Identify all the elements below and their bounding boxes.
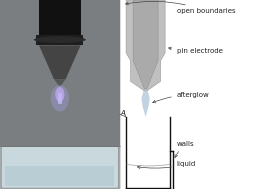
- Text: afterglow: afterglow: [153, 91, 210, 103]
- Bar: [5, 166, 114, 186]
- Polygon shape: [54, 79, 66, 87]
- Polygon shape: [39, 45, 81, 79]
- Bar: [0, 0, 120, 146]
- Text: open boundaries: open boundaries: [126, 1, 235, 14]
- Text: A: A: [120, 110, 125, 116]
- Ellipse shape: [51, 85, 69, 112]
- Bar: [58, 93, 62, 104]
- Bar: [120, 0, 260, 189]
- FancyBboxPatch shape: [1, 146, 118, 188]
- Bar: [36, 35, 83, 45]
- Ellipse shape: [34, 36, 86, 43]
- Polygon shape: [126, 0, 165, 91]
- Polygon shape: [141, 91, 150, 117]
- Bar: [0, 146, 120, 189]
- Text: pin electrode: pin electrode: [168, 47, 223, 54]
- Text: liquid: liquid: [138, 161, 196, 169]
- Text: walls: walls: [175, 141, 194, 157]
- Polygon shape: [133, 0, 158, 89]
- Ellipse shape: [55, 87, 64, 102]
- Bar: [39, 0, 81, 42]
